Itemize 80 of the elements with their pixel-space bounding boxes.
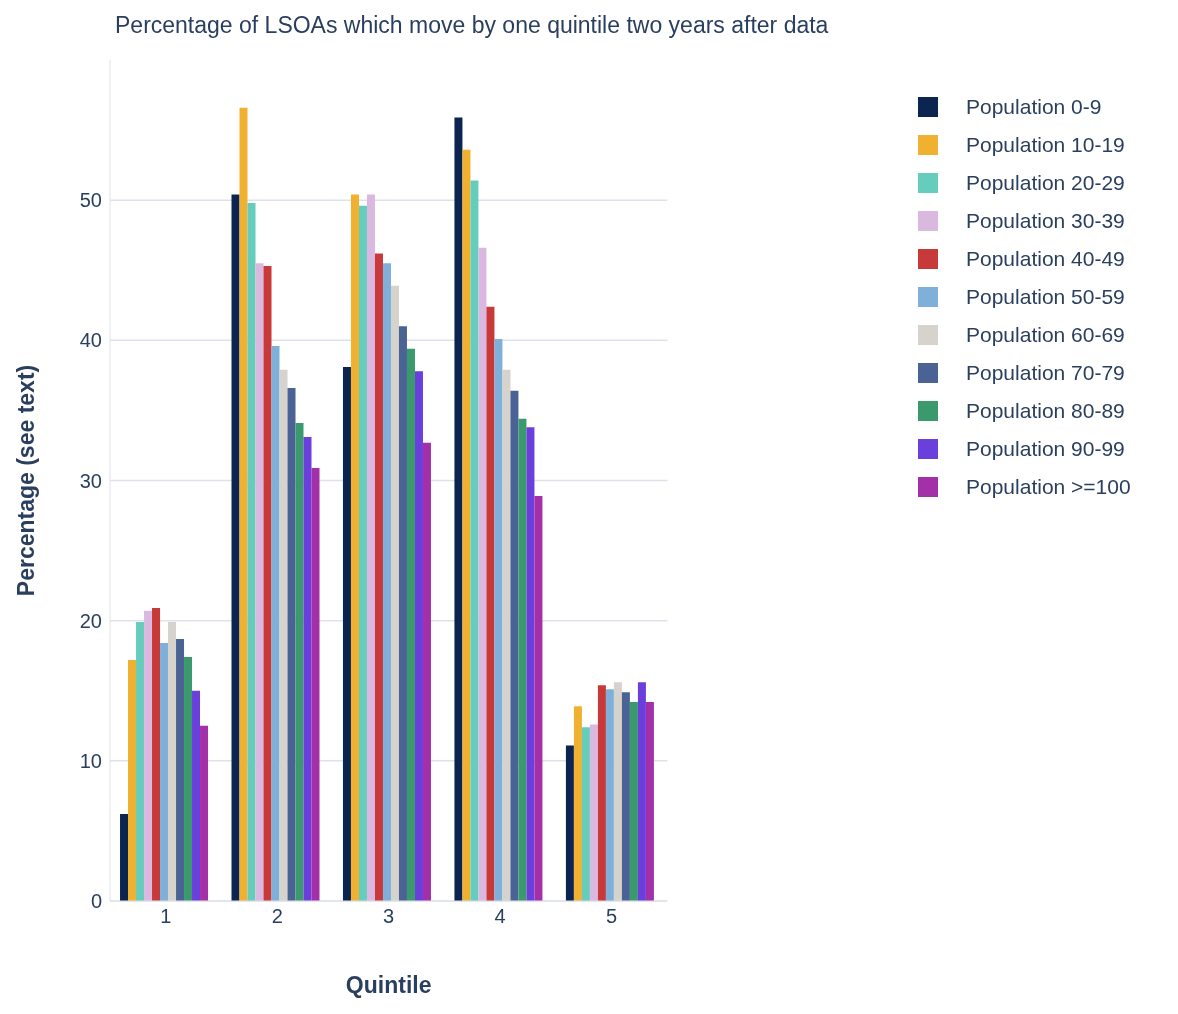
bar [239, 107, 248, 901]
legend-label: Population 80-89 [966, 399, 1125, 423]
x-tick-label: 1 [160, 905, 172, 928]
bar [605, 689, 614, 901]
bar [494, 338, 503, 901]
bar [350, 194, 359, 901]
bar [478, 247, 487, 901]
y-tick-label: 30 [79, 469, 102, 492]
legend-label: Population 50-59 [966, 285, 1125, 309]
bar [637, 682, 646, 901]
legend-label: Population 70-79 [966, 361, 1125, 385]
bar [462, 149, 471, 901]
legend-label: Population 10-19 [966, 133, 1125, 157]
legend-label: Population 90-99 [966, 437, 1125, 461]
bar [247, 202, 256, 901]
bar [398, 326, 407, 901]
bar [200, 725, 209, 901]
y-tick-label: 10 [79, 749, 102, 772]
bar [342, 366, 351, 901]
bar [390, 285, 399, 901]
legend-label: Population 40-49 [966, 247, 1125, 271]
bar [454, 117, 463, 901]
legend-label: Population >=100 [966, 475, 1131, 499]
bar [128, 659, 137, 901]
y-axis-title: Percentage (see text) [13, 364, 40, 597]
bar [295, 423, 304, 901]
bar [279, 369, 288, 901]
bar [534, 495, 543, 901]
bar [414, 371, 423, 901]
bar [263, 266, 272, 901]
x-tick-label: 3 [383, 905, 395, 928]
bar [422, 442, 431, 901]
bar [271, 345, 280, 901]
bar [303, 437, 312, 901]
bar [152, 608, 161, 901]
x-tick-label: 4 [494, 905, 506, 928]
bar [526, 427, 535, 901]
bar [168, 622, 177, 901]
x-tick-label: 2 [271, 905, 283, 928]
chart-title: Percentage of LSOAs which move by one quintile two years after data [115, 12, 829, 39]
bar [184, 657, 193, 901]
bar [192, 690, 201, 901]
bar [231, 194, 240, 901]
bar [406, 348, 415, 901]
y-tick-label: 20 [79, 609, 102, 632]
x-axis-title: Quintile [345, 972, 432, 998]
bar [518, 418, 527, 901]
bar [597, 685, 606, 901]
bar [470, 180, 479, 901]
y-tick-label: 0 [90, 890, 102, 913]
bar [311, 467, 320, 901]
y-tick-label: 50 [79, 189, 102, 212]
bar [366, 194, 375, 901]
bar [120, 814, 129, 901]
bar [502, 369, 511, 901]
bar [176, 638, 185, 901]
bar [358, 205, 367, 901]
bar [573, 706, 582, 901]
bar [613, 682, 622, 901]
legend-label: Population 0-9 [966, 95, 1102, 119]
legend-label: Population 20-29 [966, 171, 1125, 195]
bar [565, 745, 574, 901]
bar [144, 610, 153, 901]
bar [287, 387, 296, 901]
bar [382, 263, 391, 901]
bar [581, 727, 590, 901]
legend-label: Population 30-39 [966, 209, 1125, 233]
bar [510, 390, 519, 901]
bar [374, 253, 383, 901]
bar [589, 724, 598, 901]
bar [621, 692, 630, 901]
bar [486, 306, 495, 901]
x-tick-label: 5 [606, 905, 618, 928]
bar [629, 701, 638, 901]
y-tick-label: 40 [79, 329, 102, 352]
bar [645, 701, 654, 901]
bar [255, 263, 264, 901]
bar [160, 643, 169, 901]
legend-label: Population 60-69 [966, 323, 1125, 347]
bar [136, 622, 145, 901]
